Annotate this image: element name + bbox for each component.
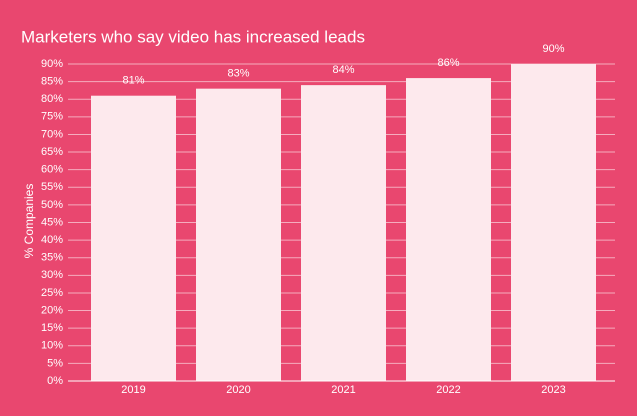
x-tick-label: 2021 [331,384,355,396]
y-tick-label: 65% [41,146,63,158]
y-tick-label: 35% [41,252,63,264]
y-tick-label: 55% [41,181,63,193]
y-tick-label: 50% [41,199,63,211]
y-tick-label: 70% [41,128,63,140]
y-axis-label: % Companies [22,184,36,259]
bar [91,95,176,381]
y-tick-label: 30% [41,269,63,281]
x-tick-label: 2019 [121,384,145,396]
y-tick-label: 85% [41,76,63,88]
value-label: 86% [437,57,459,69]
y-tick-label: 25% [41,287,63,299]
value-label: 83% [227,68,249,80]
value-label: 84% [332,64,354,76]
y-tick-label: 60% [41,164,63,176]
y-tick-label: 10% [41,340,63,352]
x-tick-label: 2023 [541,384,565,396]
bar [406,78,491,381]
y-tick-label: 0% [47,375,63,387]
y-tick-label: 15% [41,322,63,334]
bar [301,85,386,381]
value-label: 90% [542,43,564,55]
y-tick-label: 80% [41,93,63,105]
y-tick-label: 5% [47,357,63,369]
bar [511,64,596,381]
bar [196,88,281,382]
chart-title: Marketers who say video has increased le… [21,27,365,46]
x-tick-label: 2020 [226,384,250,396]
y-tick-label: 75% [41,111,63,123]
y-tick-label: 45% [41,216,63,228]
y-tick-label: 20% [41,304,63,316]
value-label: 81% [122,75,144,87]
y-tick-label: 90% [41,58,63,70]
x-tick-label: 2022 [436,384,460,396]
y-tick-label: 40% [41,234,63,246]
